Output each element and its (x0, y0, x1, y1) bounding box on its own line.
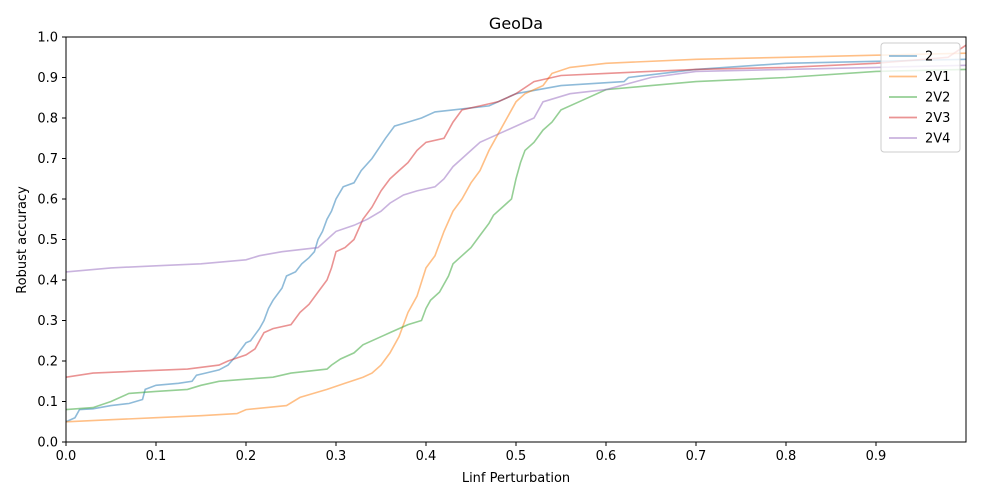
x-tick-label: 0.6 (596, 449, 617, 464)
y-tick-label: 0.2 (37, 355, 58, 370)
legend-label-1: 2V1 (925, 70, 950, 85)
x-tick-label: 0.7 (686, 449, 707, 464)
x-tick-label: 0.1 (146, 449, 167, 464)
y-tick-label: 0.1 (37, 395, 58, 410)
series-line-1 (66, 52, 966, 423)
plot-frame (65, 36, 967, 443)
y-tick-label: 0.5 (37, 233, 58, 248)
x-tick-label: 0.3 (326, 449, 347, 464)
y-axis: 0.0 0.1 0.2 0.3 0.4 0.5 0.6 0.7 0.8 0.9 1.0 (37, 31, 66, 451)
y-tick-label: 0.3 (37, 314, 58, 329)
x-tick-label: 0.5 (506, 449, 527, 464)
series-line-3 (66, 44, 966, 378)
y-tick-label: 0.4 (37, 274, 58, 289)
chart-title: GeoDa (489, 14, 543, 33)
x-tick-label: 0.8 (776, 449, 797, 464)
y-tick-label: 1.0 (37, 31, 58, 46)
x-tick-label: 0.2 (236, 449, 257, 464)
x-tick-label: 0.0 (56, 449, 77, 464)
y-tick-label: 0.6 (37, 193, 58, 208)
y-tick-label: 0.0 (37, 436, 58, 451)
legend-label-4: 2V4 (925, 132, 950, 147)
y-tick-label: 0.7 (37, 152, 58, 167)
x-tick-label: 0.9 (866, 449, 887, 464)
series-line-2 (66, 68, 966, 411)
x-tick-label: 0.4 (416, 449, 437, 464)
x-axis-label: Linf Perturbation (462, 471, 570, 486)
y-tick-label: 0.8 (37, 112, 58, 127)
x-axis: 0.0 0.1 0.2 0.3 0.4 0.5 0.6 0.7 0.8 0.9 (56, 442, 887, 464)
plot-area (65, 36, 967, 443)
legend-box (880, 42, 961, 153)
y-axis-label: Robust accuracy (15, 186, 30, 294)
legend-label-3: 2V3 (925, 111, 950, 126)
legend-label-0: 2 (925, 50, 933, 65)
legend-label-2: 2V2 (925, 91, 950, 106)
y-tick-label: 0.9 (37, 71, 58, 86)
series-line-4 (66, 64, 966, 273)
legend: 2 2V1 2V2 2V3 2V4 (880, 42, 961, 153)
